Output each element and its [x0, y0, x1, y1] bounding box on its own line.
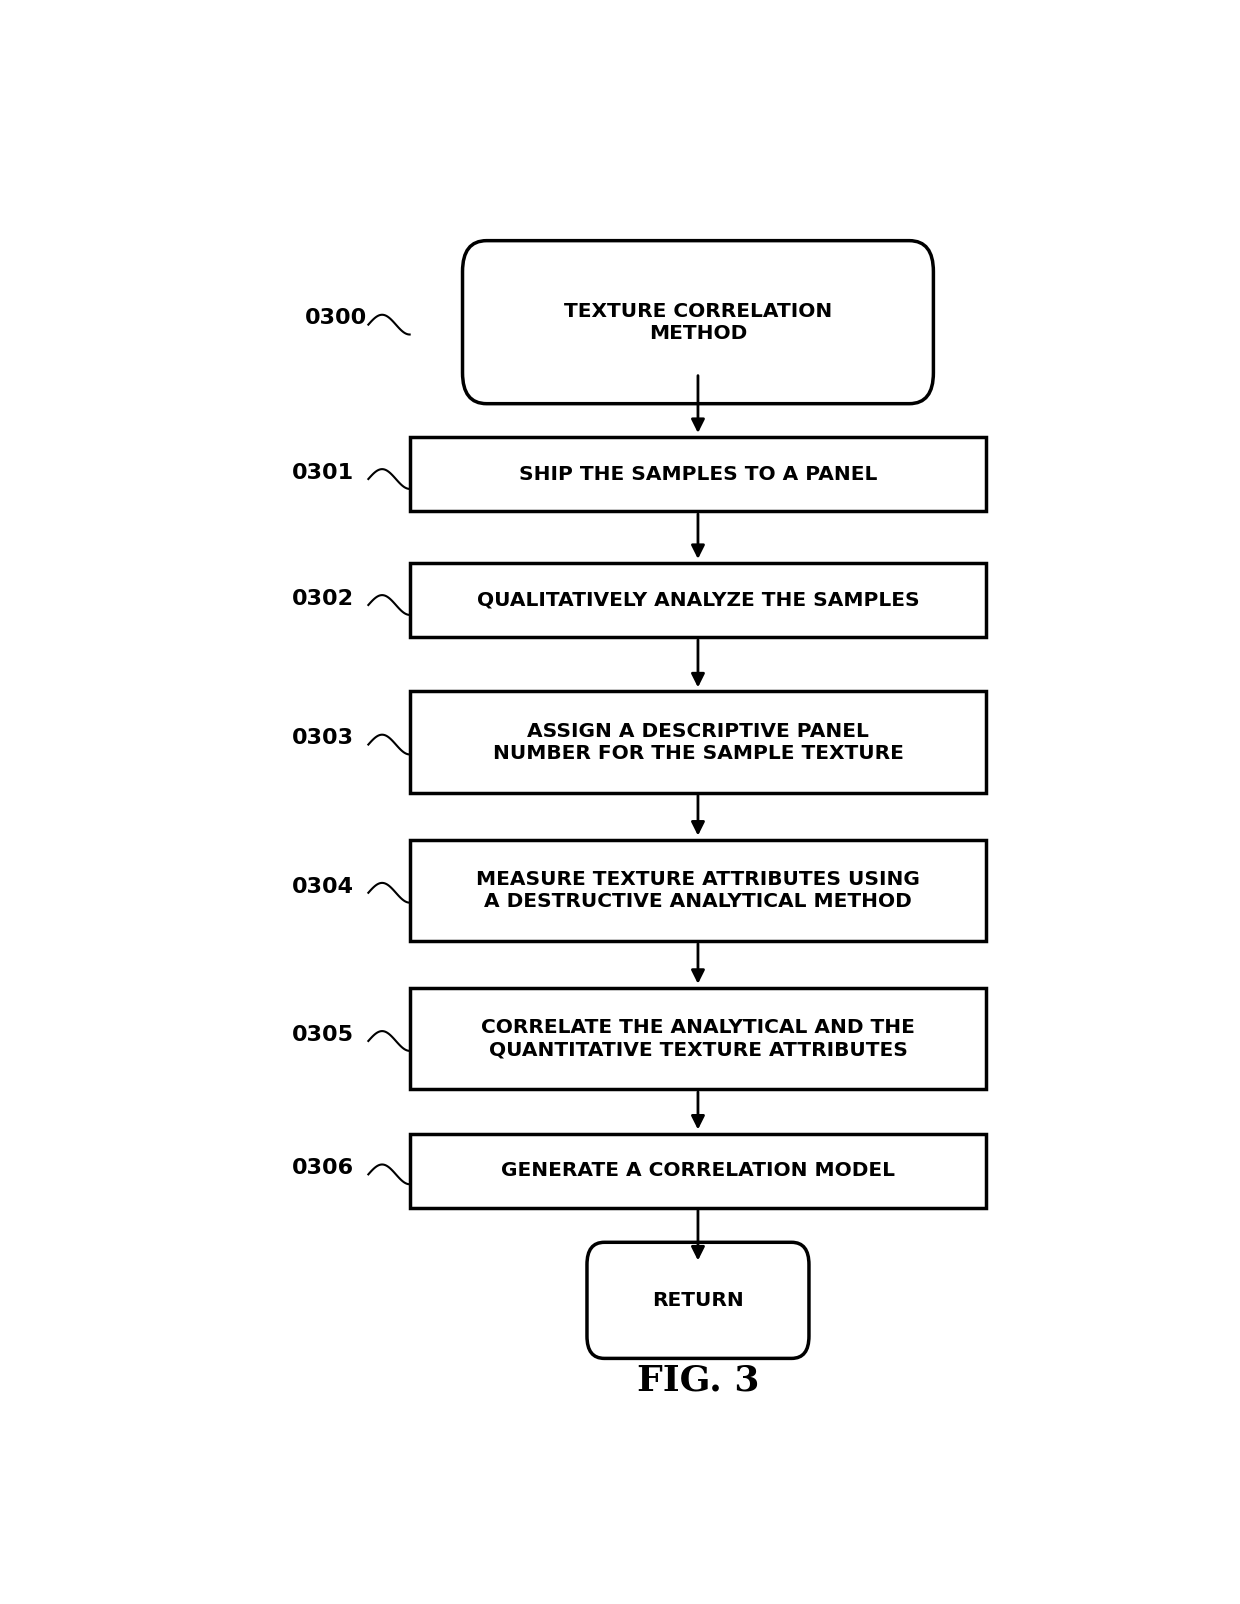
FancyBboxPatch shape — [409, 988, 986, 1089]
Text: 0306: 0306 — [293, 1158, 355, 1179]
Text: ASSIGN A DESCRIPTIVE PANEL
NUMBER FOR THE SAMPLE TEXTURE: ASSIGN A DESCRIPTIVE PANEL NUMBER FOR TH… — [492, 722, 904, 762]
FancyBboxPatch shape — [409, 563, 986, 637]
Text: 0301: 0301 — [293, 464, 355, 483]
Text: TEXTURE CORRELATION
METHOD: TEXTURE CORRELATION METHOD — [564, 302, 832, 343]
Text: MEASURE TEXTURE ATTRIBUTES USING
A DESTRUCTIVE ANALYTICAL METHOD: MEASURE TEXTURE ATTRIBUTES USING A DESTR… — [476, 869, 920, 911]
Text: 0304: 0304 — [293, 877, 355, 897]
Text: QUALITATIVELY ANALYZE THE SAMPLES: QUALITATIVELY ANALYZE THE SAMPLES — [476, 590, 919, 610]
Text: SHIP THE SAMPLES TO A PANEL: SHIP THE SAMPLES TO A PANEL — [518, 465, 877, 483]
FancyBboxPatch shape — [409, 1134, 986, 1208]
FancyBboxPatch shape — [409, 839, 986, 942]
Text: GENERATE A CORRELATION MODEL: GENERATE A CORRELATION MODEL — [501, 1161, 895, 1181]
FancyBboxPatch shape — [587, 1243, 808, 1359]
Text: 0303: 0303 — [293, 728, 355, 749]
Text: 0302: 0302 — [293, 589, 355, 610]
FancyBboxPatch shape — [409, 691, 986, 792]
Text: 0300: 0300 — [305, 308, 367, 329]
FancyBboxPatch shape — [463, 241, 934, 404]
Text: RETURN: RETURN — [652, 1291, 744, 1310]
Text: FIG. 3: FIG. 3 — [636, 1363, 759, 1397]
Text: 0305: 0305 — [293, 1025, 355, 1044]
Text: CORRELATE THE ANALYTICAL AND THE
QUANTITATIVE TEXTURE ATTRIBUTES: CORRELATE THE ANALYTICAL AND THE QUANTIT… — [481, 1019, 915, 1059]
FancyBboxPatch shape — [409, 436, 986, 512]
